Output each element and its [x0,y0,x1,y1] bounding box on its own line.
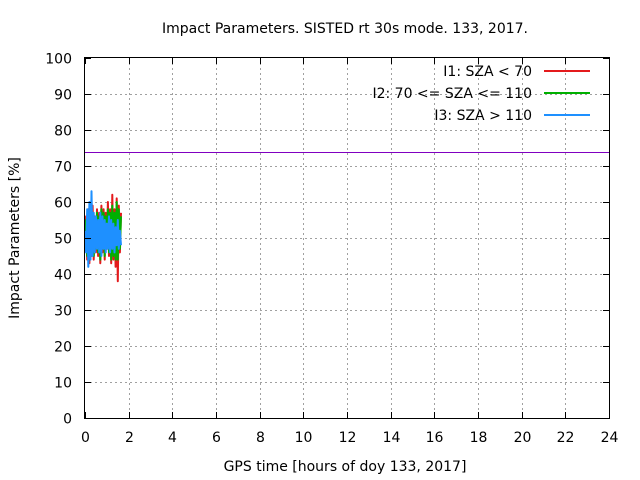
x-tick-label: 6 [212,430,221,446]
y-tick-label: 70 [54,160,72,176]
y-tick-label: 0 [63,412,72,428]
y-tick-label: 40 [54,268,72,284]
legend-label-3: I3: SZA > 110 [434,108,532,124]
y-tick-label: 100 [45,52,72,68]
chart-title: Impact Parameters. SISTED rt 30s mode. 1… [162,21,528,37]
legend: I1: SZA < 70 I2: 70 <= SZA <= 110 I3: SZA … [372,64,590,124]
x-tick-label: 24 [601,430,619,446]
x-tick-label: 18 [470,430,488,446]
x-tick-label: 2 [125,430,134,446]
series-line-3 [84,190,122,268]
y-tick-label: 30 [54,304,72,320]
y-tick-label: 10 [54,376,72,392]
x-tick-label: 14 [383,430,401,446]
x-tick-label: 10 [295,430,313,446]
series-layer [84,190,122,283]
y-tick-label: 20 [54,340,72,356]
x-tick-label: 22 [557,430,575,446]
y-tick-label: 80 [54,124,72,140]
x-tick-label: 16 [426,430,444,446]
y-axis-label: Impact Parameters [%] [7,157,23,319]
legend-label-1: I1: SZA < 70 [443,64,532,80]
x-tick-label: 20 [514,430,532,446]
y-tick-label: 60 [54,196,72,212]
x-tick-label: 8 [256,430,265,446]
tick-layer: 0 2 4 6 8 10 12 14 16 18 20 22 240102030405060708090… [45,52,618,447]
x-axis-label: GPS time [hours of doy 133, 2017] [224,459,467,475]
legend-label-2: I2: 70 <= SZA <= 110 [372,86,532,102]
x-tick-label: 0 [81,430,90,446]
x-tick-label: 4 [168,430,177,446]
y-tick-label: 90 [54,88,72,104]
plot-frame [84,57,610,419]
grid [85,58,609,418]
x-tick-label: 12 [339,430,357,446]
y-tick-label: 50 [54,232,72,248]
